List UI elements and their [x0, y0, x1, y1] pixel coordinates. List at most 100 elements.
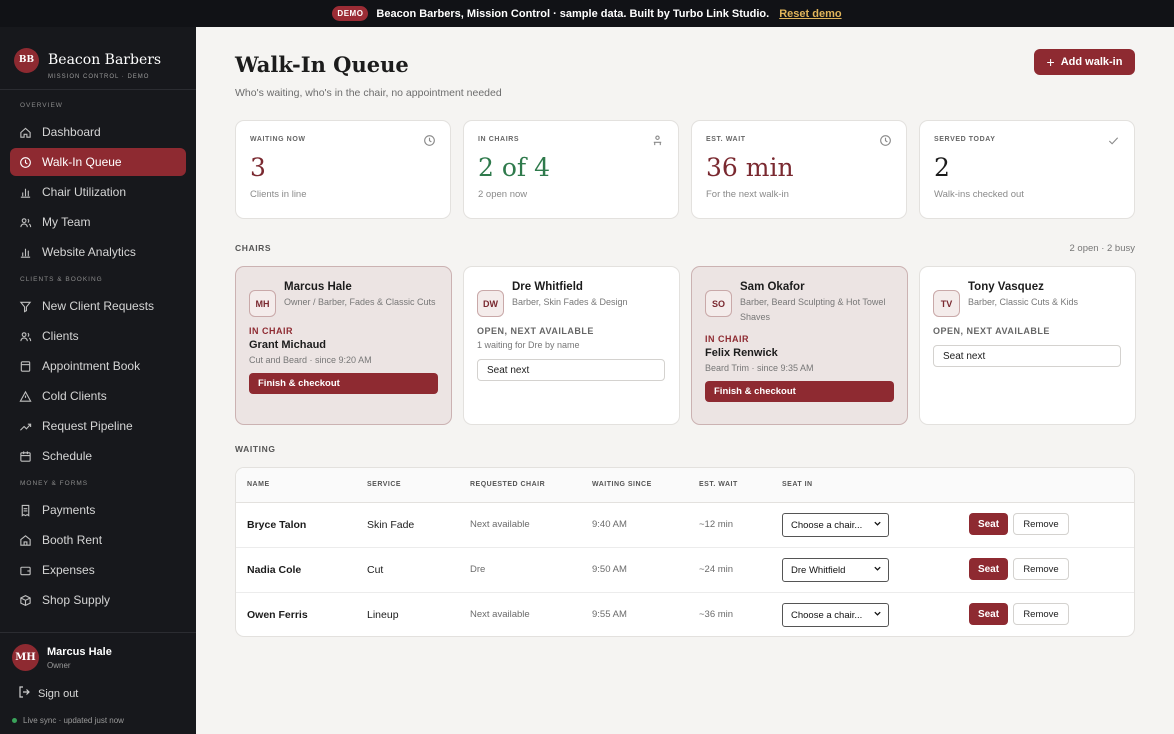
- stat-note: Clients in line: [250, 189, 307, 200]
- sidebar-nav: OVERVIEW Dashboard Walk-In Queue Chair Util…: [0, 90, 196, 614]
- est-wait: ~24 min: [699, 564, 734, 575]
- sidebar-item-website-analytics[interactable]: Website Analytics: [10, 238, 186, 266]
- waiting-note: 1 waiting for Dre by name: [477, 340, 580, 350]
- client-name: Nadia Cole: [247, 564, 302, 576]
- seat-button[interactable]: Seat: [969, 513, 1008, 535]
- page-title: Walk-In Queue: [235, 52, 409, 77]
- clock-icon: [879, 134, 892, 150]
- sidebar-item-request-pipeline[interactable]: Request Pipeline: [10, 412, 186, 440]
- wallet-icon: [18, 563, 32, 577]
- stat-label: IN CHAIRS: [478, 136, 520, 143]
- clock-icon: [423, 134, 436, 150]
- sign-out-icon: [18, 686, 30, 701]
- sidebar-item-cold-clients[interactable]: Cold Clients: [10, 382, 186, 410]
- finish-checkout-button[interactable]: Finish & checkout: [249, 373, 438, 394]
- seat-in-select[interactable]: Dre Whitfield: [782, 558, 889, 582]
- remove-button[interactable]: Remove: [1013, 603, 1069, 625]
- add-walk-in-button[interactable]: + Add walk-in: [1034, 49, 1135, 75]
- stat-label: SERVED TODAY: [934, 136, 996, 143]
- stat-value: 3: [250, 153, 266, 182]
- sidebar-item-clients[interactable]: Clients: [10, 322, 186, 350]
- requested-chair: Dre: [470, 564, 486, 575]
- avatar[interactable]: MH: [12, 644, 39, 671]
- reset-demo-link[interactable]: Reset demo: [779, 7, 842, 20]
- barber-avatar: SO: [705, 290, 732, 317]
- trend-icon: [18, 419, 32, 433]
- building-icon: [18, 533, 32, 547]
- sidebar-item-schedule[interactable]: Schedule: [10, 442, 186, 470]
- barber-avatar: MH: [249, 290, 276, 317]
- waiting-since: 9:40 AM: [592, 519, 627, 530]
- stat-value: 2 of 4: [478, 153, 551, 182]
- live-status-dot: [12, 718, 17, 723]
- service: Cut: [367, 564, 384, 576]
- finish-checkout-button[interactable]: Finish & checkout: [705, 381, 894, 402]
- live-sync-status: Live sync · updated just now: [12, 716, 184, 725]
- sidebar-item-label: Shop Supply: [42, 593, 111, 607]
- sidebar-item-walk-in-queue[interactable]: Walk-In Queue: [10, 148, 186, 176]
- chairs-section-label: CHAIRS: [235, 243, 272, 253]
- waiting-table: NAME SERVICE REQUESTED CHAIR WAITING SINCE E…: [235, 467, 1135, 637]
- remove-button[interactable]: Remove: [1013, 513, 1069, 535]
- brand: BB Beacon Barbers MISSION CONTROL · DEMO: [0, 27, 196, 90]
- table-header: NAME SERVICE REQUESTED CHAIR WAITING SINCE E…: [236, 468, 1134, 503]
- column-header: WAITING SINCE: [592, 481, 652, 488]
- plus-icon: +: [1046, 54, 1055, 70]
- chairs-summary: 2 open · 2 busy: [1069, 243, 1136, 254]
- barber-name: Dre Whitfield: [512, 281, 583, 293]
- sidebar-item-chair-utilization[interactable]: Chair Utilization: [10, 178, 186, 206]
- seat-next-button[interactable]: Seat next: [477, 359, 665, 381]
- bar-chart-icon: [18, 185, 32, 199]
- sidebar-item-my-team[interactable]: My Team: [10, 208, 186, 236]
- barber-avatar: TV: [933, 290, 960, 317]
- chevron-down-icon: [873, 609, 882, 620]
- table-row: Nadia Cole Cut Dre 9:50 AM ~24 min Dre W…: [236, 548, 1134, 593]
- receipt-icon: [18, 503, 32, 517]
- warning-icon: [18, 389, 32, 403]
- nav-section-label: MONEY & FORMS: [20, 480, 89, 487]
- stat-card-served-today: SERVED TODAY 2 Walk-ins checked out: [919, 120, 1135, 219]
- seat-next-button[interactable]: Seat next: [933, 345, 1121, 367]
- sidebar-item-shop-supply[interactable]: Shop Supply: [10, 586, 186, 614]
- column-header: REQUESTED CHAIR: [470, 481, 546, 488]
- client-name: Owen Ferris: [247, 609, 308, 621]
- sidebar-item-label: My Team: [42, 215, 91, 229]
- sidebar-item-label: Payments: [42, 503, 96, 517]
- barber-role: Owner / Barber, Fades & Classic Cuts: [284, 297, 436, 307]
- chair-status: OPEN, NEXT AVAILABLE: [477, 326, 594, 336]
- stat-label: WAITING NOW: [250, 136, 306, 143]
- main-content: Walk-In Queue Who's waiting, who's in th…: [196, 27, 1174, 734]
- check-icon: [1107, 134, 1120, 150]
- sidebar-item-label: Appointment Book: [42, 359, 141, 373]
- sidebar-item-dashboard[interactable]: Dashboard: [10, 118, 186, 146]
- chevron-down-icon: [873, 564, 882, 575]
- filter-icon: [18, 299, 32, 313]
- barber-role: Barber, Classic Cuts & Kids: [968, 297, 1079, 307]
- stat-card-waiting-now: WAITING NOW 3 Clients in line: [235, 120, 451, 219]
- demo-banner: DEMO Beacon Barbers, Mission Control · s…: [0, 0, 1174, 27]
- barber-name: Tony Vasquez: [968, 281, 1044, 293]
- seat-in-value: Dre Whitfield: [791, 564, 846, 576]
- chair-status: OPEN, NEXT AVAILABLE: [933, 326, 1050, 336]
- sidebar-item-expenses[interactable]: Expenses: [10, 556, 186, 584]
- live-sync-text: Live sync · updated just now: [23, 716, 124, 725]
- sign-out-button[interactable]: Sign out: [12, 686, 184, 701]
- est-wait: ~36 min: [699, 609, 734, 620]
- sidebar-item-appointment-book[interactable]: Appointment Book: [10, 352, 186, 380]
- bar-chart-icon: [18, 245, 32, 259]
- remove-button[interactable]: Remove: [1013, 558, 1069, 580]
- seat-in-value: Choose a chair...: [791, 609, 863, 621]
- seat-in-select[interactable]: Choose a chair...: [782, 513, 889, 537]
- seat-button[interactable]: Seat: [969, 558, 1008, 580]
- seat-button[interactable]: Seat: [969, 603, 1008, 625]
- current-client-detail: Cut and Beard · since 9:20 AM: [249, 355, 372, 365]
- sidebar-item-new-client-requests[interactable]: New Client Requests: [10, 292, 186, 320]
- sidebar-item-booth-rent[interactable]: Booth Rent: [10, 526, 186, 554]
- page-subtitle: Who's waiting, who's in the chair, no ap…: [235, 87, 502, 99]
- seat-in-select[interactable]: Choose a chair...: [782, 603, 889, 627]
- service: Lineup: [367, 609, 399, 621]
- sidebar-item-payments[interactable]: Payments: [10, 496, 186, 524]
- barber-avatar: DW: [477, 290, 504, 317]
- user-role: Owner: [47, 660, 71, 670]
- brand-logo: BB: [14, 47, 39, 73]
